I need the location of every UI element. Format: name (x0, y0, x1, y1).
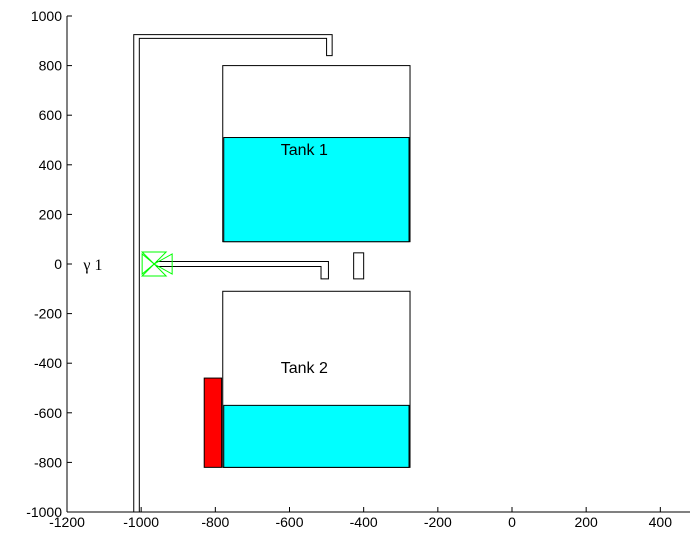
outlet-pipe (353, 252, 365, 280)
y-tick-label: -400 (34, 355, 62, 371)
upper-pipe (133, 34, 333, 512)
tank-2-water (223, 404, 410, 468)
x-tick-label: 0 (508, 514, 516, 530)
y-tick-label: 600 (39, 107, 63, 123)
y-tick-label: -600 (34, 405, 62, 421)
middle-pipe (156, 261, 329, 280)
y-tick-label: -1000 (26, 504, 62, 520)
valve-icon (153, 253, 173, 275)
y-tick-label: -200 (34, 306, 62, 322)
tank-1-water (223, 137, 410, 243)
x-tick-label: -800 (201, 514, 229, 530)
x-tick-label: -1000 (123, 514, 159, 530)
tank-2-label: Tank 2 (281, 360, 328, 377)
x-tick-label: -200 (424, 514, 452, 530)
tank-system: Tank 1 Tank 2 γ 1 (82, 34, 411, 512)
x-tick-label: -400 (350, 514, 378, 530)
x-tick-label: -600 (275, 514, 303, 530)
tick-group: 10008006004002000-200-400-600-800-1000-1… (26, 8, 672, 530)
heater-block (203, 377, 223, 468)
y-tick-label: -800 (34, 454, 62, 470)
y-tick-label: 1000 (31, 8, 62, 24)
valve-icon (141, 252, 155, 276)
x-tick-label: 200 (574, 514, 598, 530)
valve-label: γ 1 (82, 257, 102, 274)
y-tick-label: 200 (39, 206, 63, 222)
x-tick-label: 400 (649, 514, 673, 530)
y-tick-label: 0 (54, 256, 62, 272)
valve-icon (140, 263, 168, 277)
x-tick-label: -1200 (49, 514, 85, 530)
y-tick-label: 400 (39, 157, 63, 173)
tank-1-label: Tank 1 (281, 142, 328, 159)
y-tick-label: 800 (39, 58, 63, 74)
valve-icon (140, 251, 168, 265)
